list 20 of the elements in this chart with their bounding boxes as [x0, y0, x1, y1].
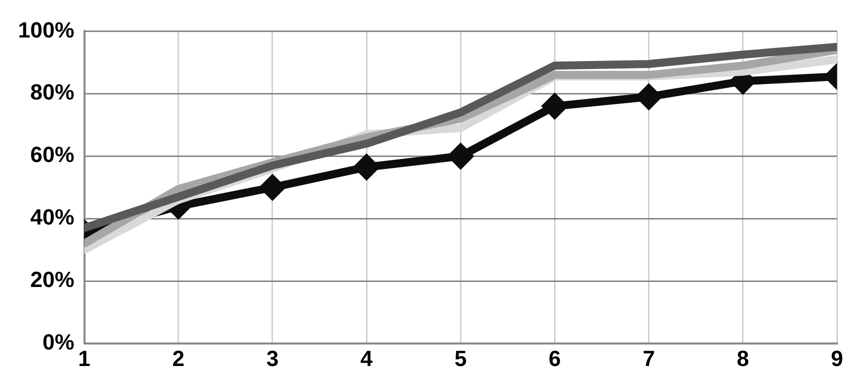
point — [354, 155, 379, 180]
x-tick-label: 3 — [266, 346, 279, 371]
y-tick-label: 80% — [30, 80, 74, 105]
x-tick-label: 7 — [642, 346, 655, 371]
y-tick-label: 20% — [30, 267, 74, 292]
point — [260, 175, 284, 200]
x-tick-label: 5 — [454, 346, 467, 371]
point — [542, 94, 567, 118]
x-tick-label: 9 — [830, 346, 844, 371]
point — [448, 144, 473, 168]
x-tick-label: 4 — [360, 346, 374, 371]
y-tick-label: 0% — [42, 330, 74, 355]
y-tick-label: 100% — [18, 17, 74, 42]
point — [636, 84, 661, 109]
y-tick-label: 40% — [30, 204, 74, 230]
x-tick-label: 1 — [78, 346, 90, 371]
y-tick-label: 60% — [30, 142, 74, 168]
x-tick-label: 2 — [172, 346, 184, 371]
x-tick-label: 8 — [736, 346, 750, 371]
x-tick-label: 6 — [548, 346, 561, 371]
